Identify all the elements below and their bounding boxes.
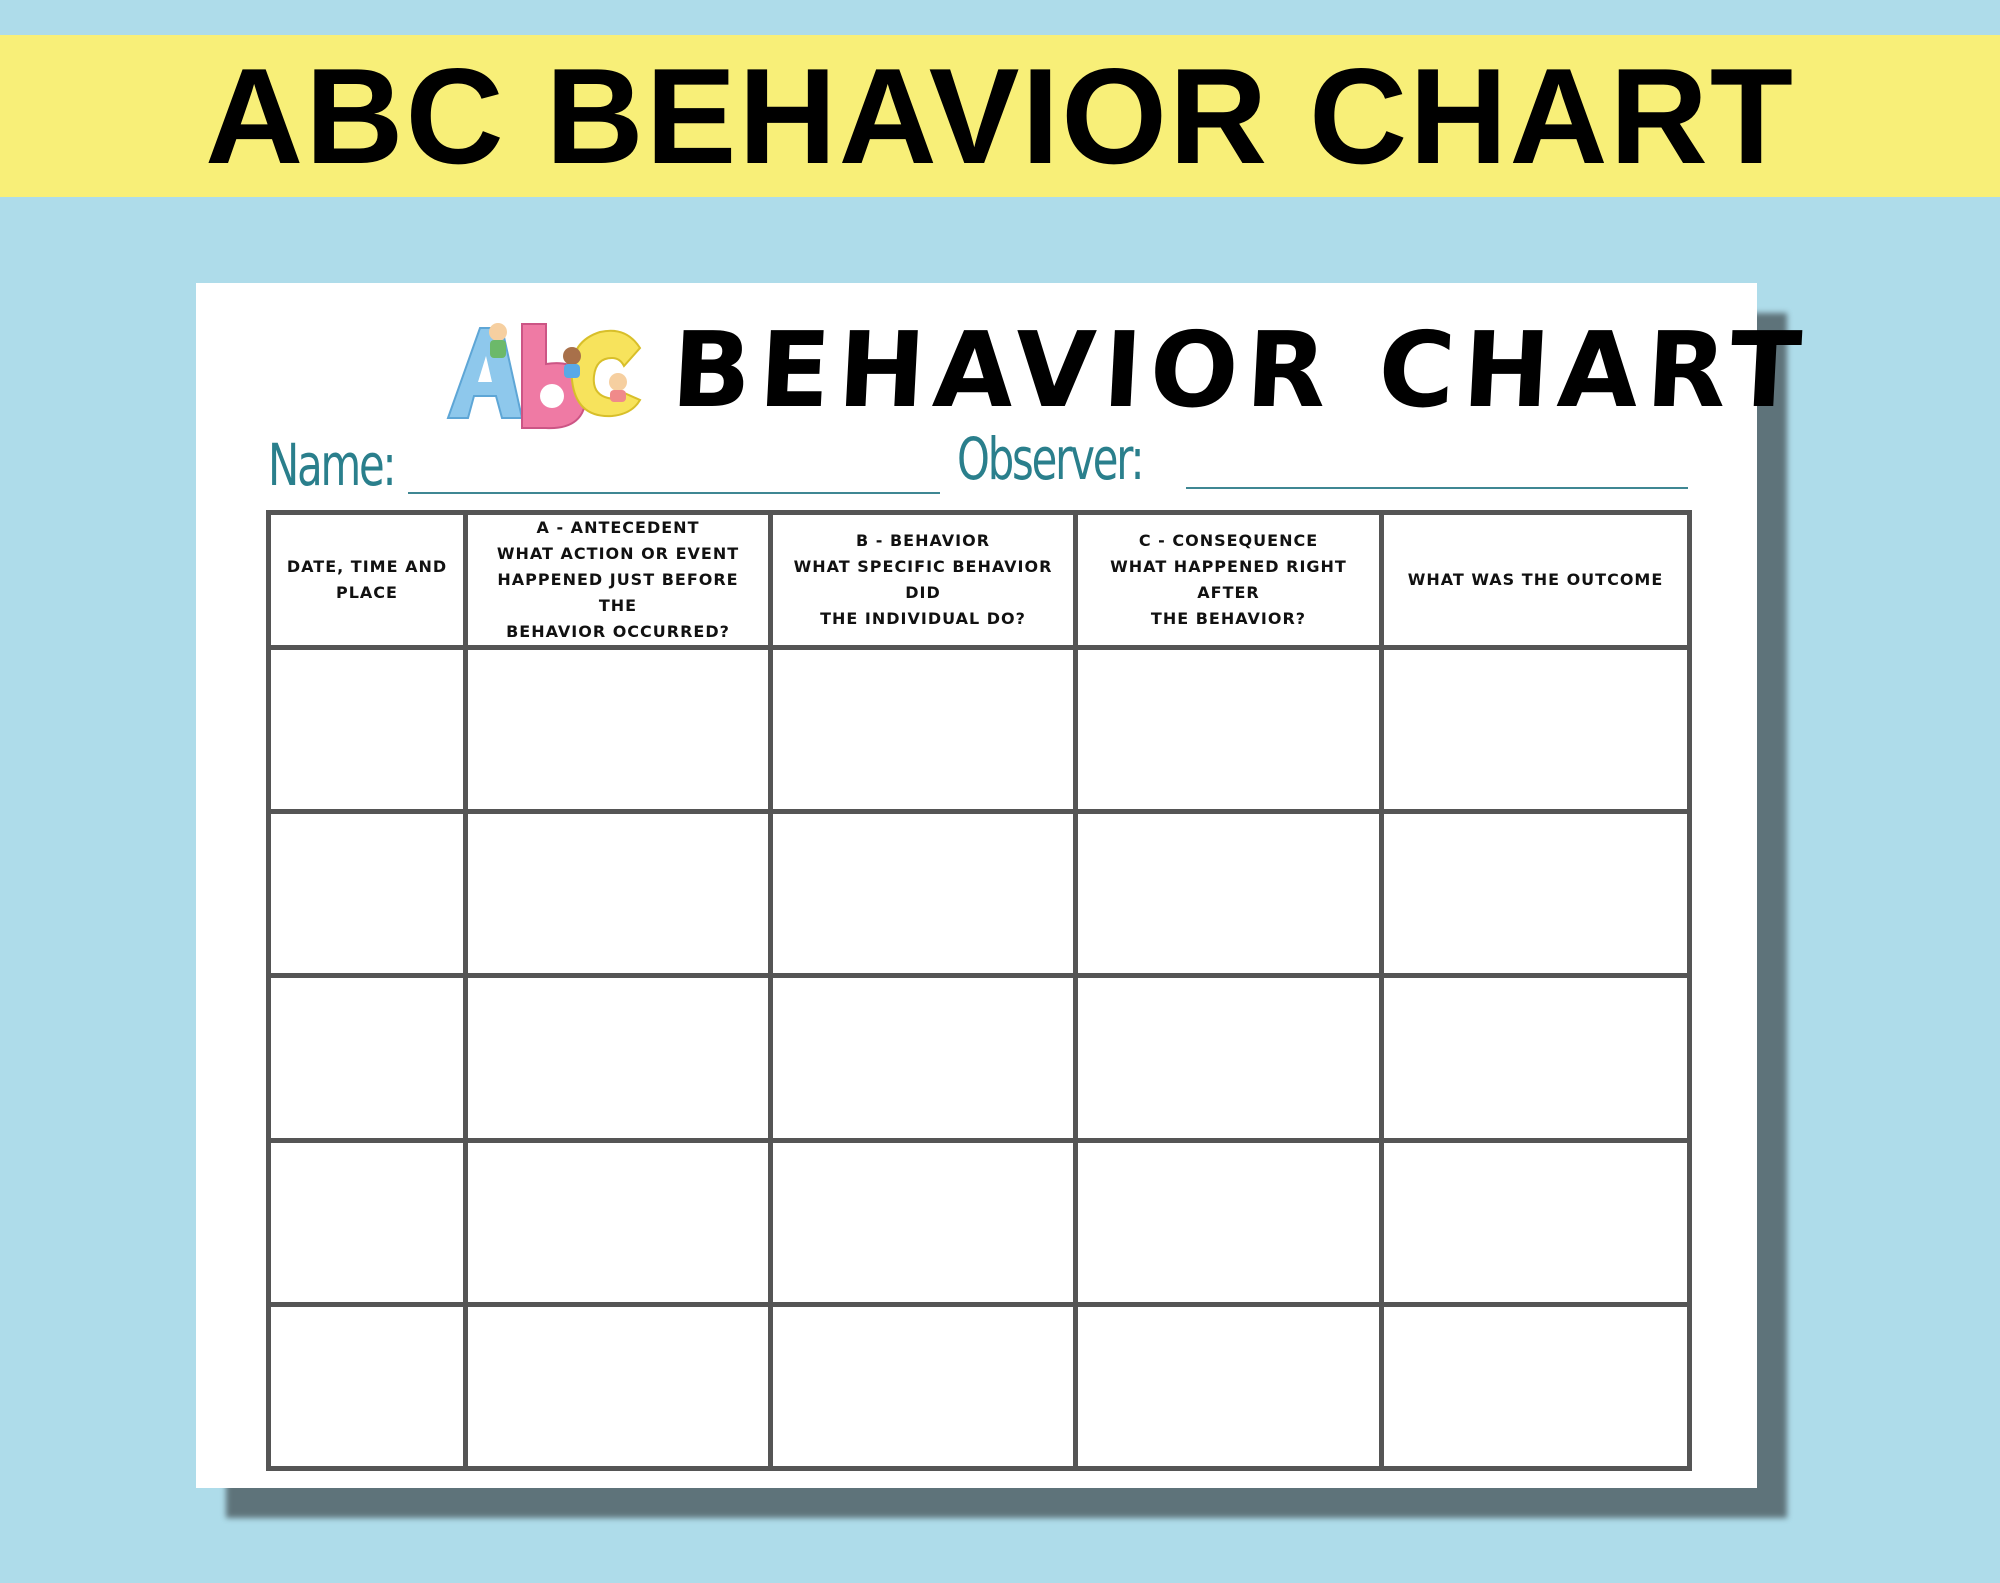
table-cell[interactable] xyxy=(266,1137,468,1307)
header-line: behavior occurred? xyxy=(506,622,730,641)
table-cell[interactable] xyxy=(463,809,773,979)
header-behavior: B - Behavior What specific behavior did … xyxy=(768,510,1078,650)
table-cell[interactable] xyxy=(1073,973,1384,1143)
table-cell[interactable] xyxy=(463,1137,773,1307)
sheet-title: BEHAVIOR CHART xyxy=(668,309,1813,431)
table-row xyxy=(266,809,1692,979)
table-row xyxy=(266,1301,1692,1472)
header-line: the individual do? xyxy=(820,609,1026,628)
table-cell[interactable] xyxy=(1379,809,1692,979)
table-cell[interactable] xyxy=(1379,1301,1692,1472)
header-outcome: What was the outcome xyxy=(1379,510,1692,650)
table-header-row: Date, time and place A - Antecedent What… xyxy=(266,510,1692,650)
header-line: Date, time and xyxy=(286,557,448,576)
table-cell[interactable] xyxy=(463,1301,773,1472)
header-antecedent: A - Antecedent What action or event happ… xyxy=(463,510,773,650)
header-line: What happened right after xyxy=(1110,557,1347,602)
header-line: What was the outcome xyxy=(1407,570,1664,589)
observer-label: Observer: xyxy=(957,425,1145,493)
header-line: What action or event xyxy=(496,544,740,563)
table-row xyxy=(266,973,1692,1143)
table-cell[interactable] xyxy=(768,1137,1078,1307)
table-cell[interactable] xyxy=(1073,1301,1384,1472)
table-cell[interactable] xyxy=(768,809,1078,979)
observer-field[interactable] xyxy=(1186,487,1688,489)
header-line: B - Behavior xyxy=(855,531,991,550)
name-field[interactable] xyxy=(408,492,940,494)
table-cell[interactable] xyxy=(1073,1137,1384,1307)
header-line: happened just before the xyxy=(497,570,739,615)
table-cell[interactable] xyxy=(463,644,773,815)
table-cell[interactable] xyxy=(266,644,468,815)
table-cell[interactable] xyxy=(1379,644,1692,815)
header-line: place xyxy=(336,583,398,602)
banner-title: ABC BEHAVIOR CHART xyxy=(205,40,1795,192)
table-cell[interactable] xyxy=(768,644,1078,815)
table-cell[interactable] xyxy=(1073,809,1384,979)
table-cell[interactable] xyxy=(463,973,773,1143)
table-cell[interactable] xyxy=(1379,1137,1692,1307)
table-row xyxy=(266,644,1692,815)
table-cell[interactable] xyxy=(266,809,468,979)
table-cell[interactable] xyxy=(1073,644,1384,815)
table-cell[interactable] xyxy=(768,973,1078,1143)
header-consequence: C - Consequence What happened right afte… xyxy=(1073,510,1384,650)
table-cell[interactable] xyxy=(1379,973,1692,1143)
table-cell[interactable] xyxy=(266,1301,468,1472)
banner: ABC BEHAVIOR CHART xyxy=(0,35,2000,197)
abc-logo-icon xyxy=(446,323,642,430)
table-cell[interactable] xyxy=(768,1301,1078,1472)
header-line: What specific behavior did xyxy=(793,557,1053,602)
table-row xyxy=(266,1137,1692,1307)
table-body xyxy=(266,644,1692,1472)
abc-behavior-table: Date, time and place A - Antecedent What… xyxy=(266,510,1692,1472)
name-label: Name: xyxy=(268,431,397,499)
table-cell[interactable] xyxy=(266,973,468,1143)
header-line: C - Consequence xyxy=(1138,531,1319,550)
header-date-time-place: Date, time and place xyxy=(266,510,468,650)
header-line: A - Antecedent xyxy=(536,518,700,537)
header-line: the behavior? xyxy=(1150,609,1307,628)
